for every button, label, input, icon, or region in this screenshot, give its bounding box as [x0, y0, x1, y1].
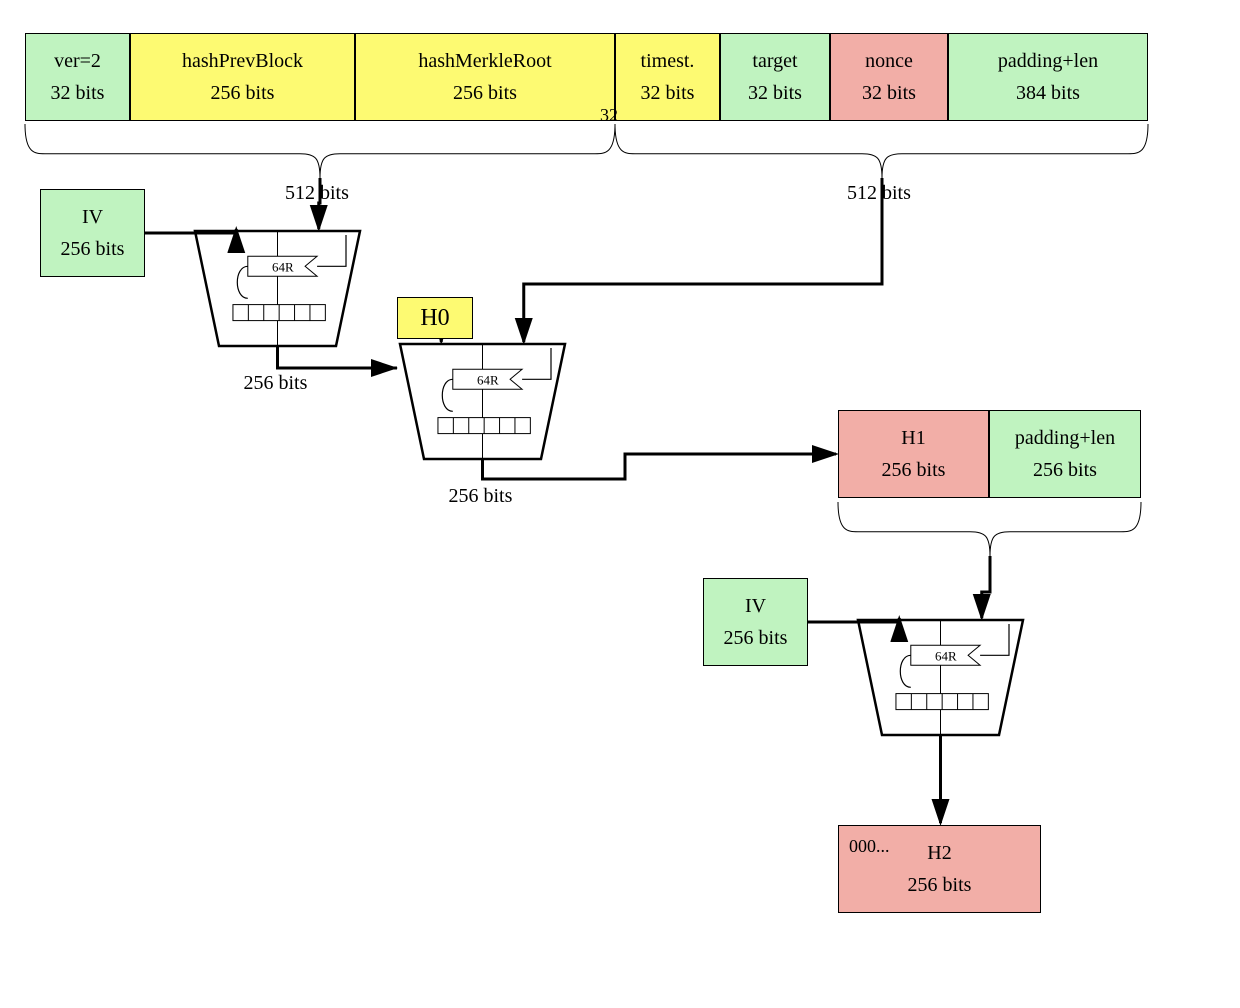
- iv-box-1: IV256 bits: [40, 189, 145, 277]
- split-marker-32: 32: [600, 105, 618, 126]
- svg-text:64R: 64R: [935, 648, 957, 663]
- diagram-svg: 64R 64R 64R: [0, 0, 1240, 1008]
- brace-left-label: 512 bits: [285, 182, 349, 205]
- h2-box: 000... H2256 bits: [838, 825, 1041, 913]
- header-field-1: hashPrevBlock256 bits: [130, 33, 355, 121]
- h0-box: H0: [397, 297, 473, 339]
- brace-left: [25, 124, 615, 178]
- header-field-4: target32 bits: [720, 33, 830, 121]
- brace-right-label: 512 bits: [847, 182, 911, 205]
- header-field-0: ver=232 bits: [25, 33, 130, 121]
- brace-right: [615, 124, 1148, 178]
- brace-bottom: [838, 502, 1141, 556]
- svg-text:64R: 64R: [272, 259, 294, 274]
- compressor-2: 64R: [400, 344, 565, 459]
- header-field-3: timest.32 bits: [615, 33, 720, 121]
- header-field-6: padding+len384 bits: [948, 33, 1148, 121]
- compressor-3: 64R: [858, 620, 1023, 735]
- compressor1-out-label: 256 bits: [244, 372, 308, 395]
- padding2-box: padding+len256 bits: [989, 410, 1141, 498]
- compressor-1: 64R: [195, 231, 360, 346]
- h2-prefix: 000...: [849, 832, 890, 861]
- iv-box-2: IV256 bits: [703, 578, 808, 666]
- compressor2-out-label: 256 bits: [449, 485, 513, 508]
- svg-text:64R: 64R: [477, 372, 499, 387]
- header-field-2: hashMerkleRoot256 bits: [355, 33, 615, 121]
- header-field-5: nonce32 bits: [830, 33, 948, 121]
- h1-box: H1256 bits: [838, 410, 989, 498]
